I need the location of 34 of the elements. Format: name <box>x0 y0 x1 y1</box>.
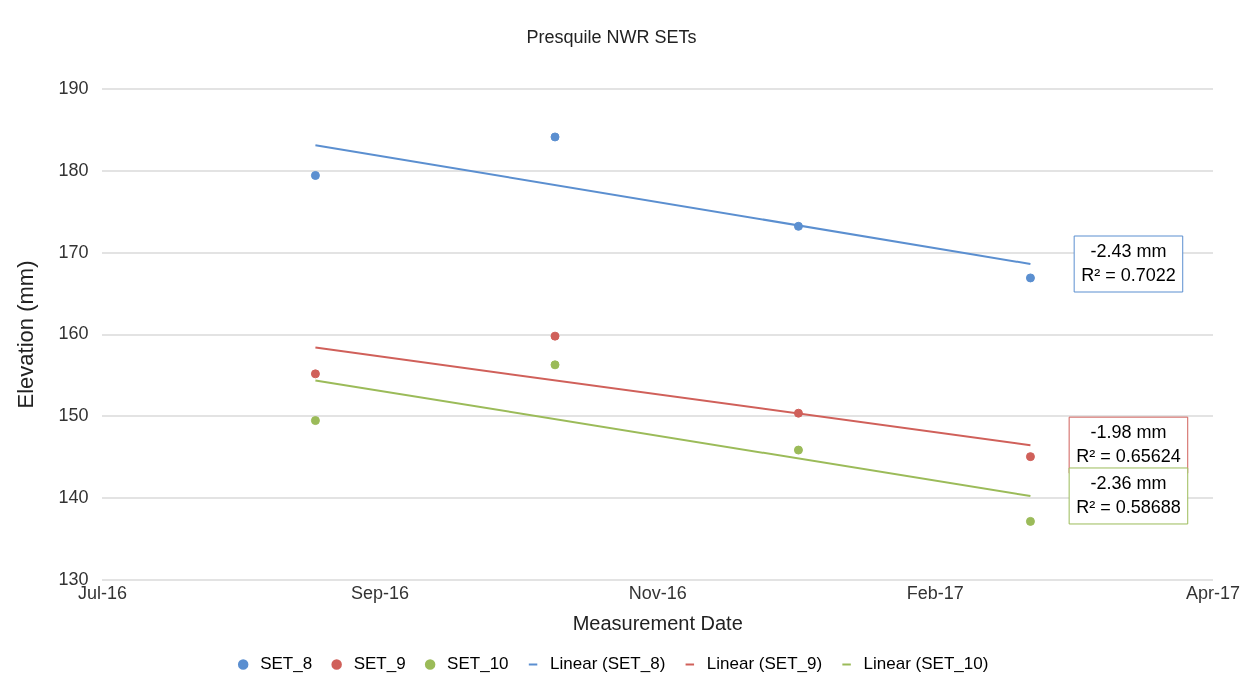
annotation: -2.43 mm R² = 0.7022 <box>1081 240 1176 285</box>
point <box>310 369 320 379</box>
x-tick-label: Feb-17 <box>906 583 964 604</box>
annotation: -1.98 mm R² = 0.65624 <box>1076 422 1181 467</box>
x-tick-label: Apr-17 <box>1185 583 1241 604</box>
point <box>793 408 803 418</box>
legend-label: SET_8 <box>260 654 313 674</box>
chart-title: Presquile NWR SETs <box>526 26 697 47</box>
annotation: -2.36 mm R² = 0.58688 <box>1076 472 1181 517</box>
point <box>310 416 320 426</box>
x-tick-label: Sep-16 <box>351 583 410 604</box>
point <box>550 360 560 370</box>
point <box>550 132 560 142</box>
y-tick-label: 160 <box>58 323 89 344</box>
y-tick-label: 150 <box>58 405 89 426</box>
y-tick-label: 190 <box>58 77 89 98</box>
point <box>793 445 803 455</box>
point <box>1025 516 1035 526</box>
legend-label: SET_9 <box>353 654 406 674</box>
x-axis-title: Measurement Date <box>572 611 743 634</box>
legend-label: Linear (SET_10) <box>863 654 989 674</box>
point <box>310 170 320 180</box>
point <box>1025 452 1035 462</box>
legend-label: SET_10 <box>447 654 509 674</box>
y-tick-label: 140 <box>58 487 89 508</box>
y-tick-label: 170 <box>58 241 89 262</box>
legend-label: Linear (SET_9) <box>706 654 823 674</box>
x-tick-label: Nov-16 <box>628 583 687 604</box>
y-tick-label: 180 <box>58 159 89 180</box>
y-axis-title: Elevation (mm) <box>13 260 39 409</box>
point <box>1025 273 1035 283</box>
point <box>793 221 803 231</box>
legend-label: Linear (SET_8) <box>550 654 666 674</box>
point <box>550 331 560 341</box>
